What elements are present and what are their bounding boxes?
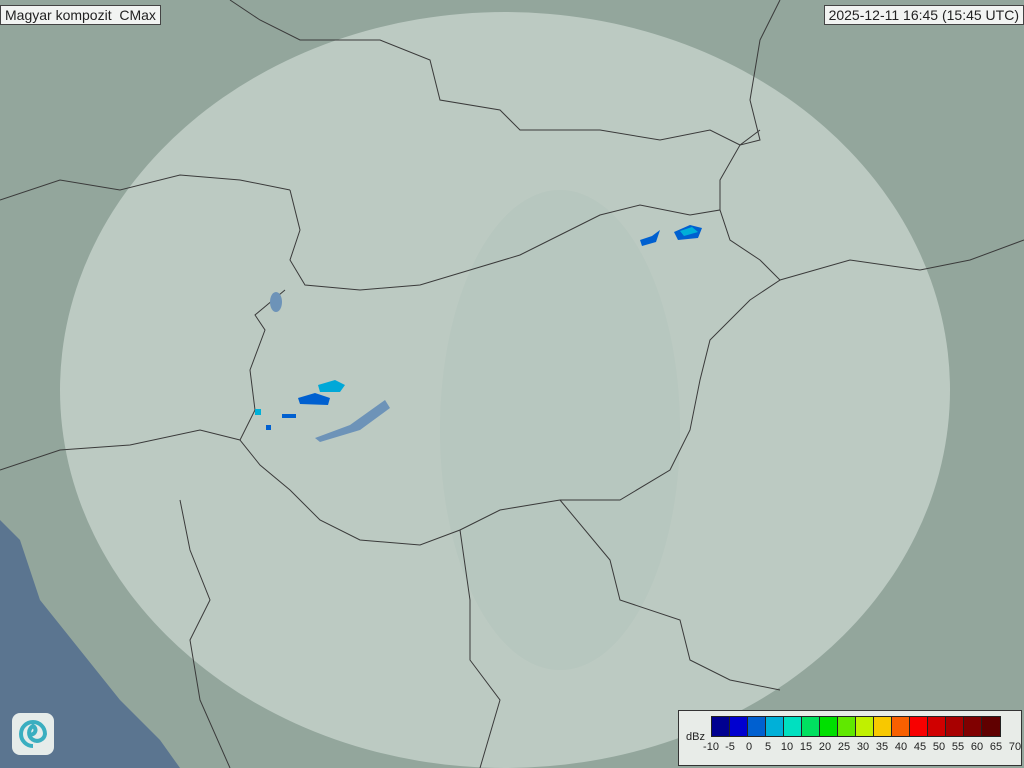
- legend-color-bin: [892, 717, 910, 736]
- echo-west: [318, 380, 345, 392]
- legend-color-bin: [910, 717, 928, 736]
- legend-tick-label: 70: [1008, 741, 1022, 753]
- legend-color-bin: [748, 717, 766, 736]
- legend-tick-label: 10: [780, 741, 794, 753]
- legend-color-bar: [711, 716, 1001, 737]
- legend-tick-label: 55: [951, 741, 965, 753]
- legend-tick-label: 35: [875, 741, 889, 753]
- timestamp-label: 2025-12-11 16:45 (15:45 UTC): [823, 5, 1024, 25]
- legend-color-bin: [856, 717, 874, 736]
- swirl-logo-icon: [12, 713, 54, 755]
- legend-color-bin: [928, 717, 946, 736]
- legend-tick-label: 30: [856, 741, 870, 753]
- legend-tick-label: 20: [818, 741, 832, 753]
- dbz-legend: dBz -10 -5 0 5 10 15 20 25 30 35 40 45 50 55 60 65 70: [678, 710, 1022, 766]
- legend-tick-label: 60: [970, 741, 984, 753]
- legend-color-bin: [838, 717, 856, 736]
- legend-tick-label: 40: [894, 741, 908, 753]
- legend-tick-label: 15: [799, 741, 813, 753]
- legend-tick-label: 65: [989, 741, 1003, 753]
- radar-echoes: [255, 225, 702, 430]
- legend-tick-label: 5: [764, 741, 772, 753]
- legend-color-bin: [982, 717, 1000, 736]
- legend-color-bin: [712, 717, 730, 736]
- echo-northeast-core: [680, 227, 698, 236]
- legend-color-bin: [820, 717, 838, 736]
- legend-tick-label: 25: [837, 741, 851, 753]
- legend-tick-label: 50: [932, 741, 946, 753]
- product-title: Magyar kompozit CMax: [0, 5, 161, 25]
- radar-coverage-core: [440, 190, 680, 670]
- echo-west-3: [255, 409, 261, 415]
- legend-tick-label: -5: [725, 741, 735, 753]
- legend-tick-label: 45: [913, 741, 927, 753]
- legend-color-bin: [766, 717, 784, 736]
- legend-ticks: -10 -5 0 5 10 15 20 25 30 35 40 45 50 55 60 65 70: [703, 741, 1021, 757]
- legend-color-bin: [874, 717, 892, 736]
- legend-color-bin: [802, 717, 820, 736]
- legend-unit: dBz: [686, 731, 705, 743]
- echo-west-4: [282, 414, 296, 418]
- legend-color-bin: [964, 717, 982, 736]
- legend-color-bin: [946, 717, 964, 736]
- echo-northeast-2: [640, 230, 660, 246]
- lakes: [270, 292, 390, 442]
- sea-area: [0, 520, 180, 768]
- legend-color-bin: [730, 717, 748, 736]
- legend-color-bin: [784, 717, 802, 736]
- echo-west-2: [298, 393, 330, 405]
- echo-west-5: [266, 425, 271, 430]
- legend-tick-label: 0: [745, 741, 753, 753]
- legend-tick-label: -10: [703, 741, 719, 753]
